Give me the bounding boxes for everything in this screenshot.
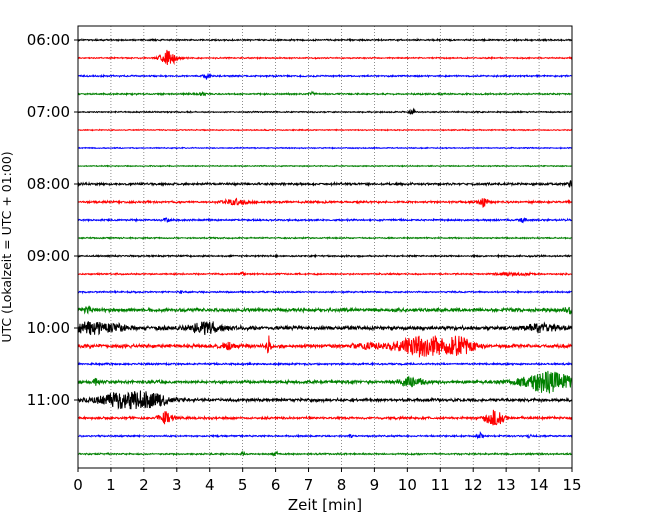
- trace-0615: [77, 49, 573, 66]
- trace-1000: [77, 321, 573, 336]
- x-tick-label: 11: [431, 476, 450, 494]
- x-tick-label: 3: [172, 476, 182, 494]
- trace-0630: [77, 73, 573, 80]
- trace-1130: [77, 430, 573, 440]
- x-tick-label: 15: [562, 476, 581, 494]
- y-tick-label: 10:00: [27, 319, 70, 337]
- x-tick-label: 14: [530, 476, 549, 494]
- trace-0745: [77, 164, 573, 168]
- y-tick-label: 08:00: [27, 175, 70, 193]
- y-tick-label: 06:00: [27, 31, 70, 49]
- y-tick-label: 09:00: [27, 247, 70, 265]
- trace-0930: [77, 289, 573, 295]
- trace-0600: [77, 37, 573, 43]
- x-tick-label: 9: [370, 476, 380, 494]
- x-axis-ticks: 0 1 2 3 4 5 6 7 8 9 10 11 12 13 14 15: [73, 468, 582, 494]
- trace-0845: [77, 235, 573, 240]
- trace-1030: [77, 361, 573, 367]
- x-tick-label: 6: [271, 476, 281, 494]
- trace-1115: [77, 409, 573, 426]
- trace-1045: [77, 370, 573, 394]
- trace-0645: [77, 90, 573, 97]
- x-tick-label: 4: [205, 476, 215, 494]
- x-tick-label: 12: [464, 476, 483, 494]
- x-tick-label: 0: [73, 476, 83, 494]
- traces: [77, 37, 573, 457]
- x-tick-label: 7: [304, 476, 314, 494]
- y-tick-label: 07:00: [27, 103, 70, 121]
- trace-0900: [77, 253, 573, 259]
- x-axis-label: Zeit [min]: [288, 496, 362, 514]
- x-tick-label: 10: [398, 476, 417, 494]
- x-tick-label: 2: [139, 476, 149, 494]
- trace-0830: [77, 217, 573, 224]
- trace-0815: [77, 197, 573, 208]
- trace-0945: [77, 305, 573, 315]
- trace-1145: [77, 450, 573, 457]
- x-tick-label: 8: [337, 476, 347, 494]
- trace-0800: [77, 180, 573, 188]
- trace-1100: [77, 390, 573, 410]
- trace-1015: [77, 335, 573, 358]
- y-axis-ticks: 06:00 07:00 08:00 09:00 10:00 11:00: [27, 31, 78, 409]
- trace-0915: [77, 271, 573, 278]
- x-tick-label: 13: [497, 476, 516, 494]
- trace-0700: [77, 107, 573, 115]
- y-axis-label: UTC (Lokalzeit = UTC + 01:00): [0, 151, 14, 342]
- trace-0715: [77, 128, 573, 132]
- y-tick-label: 11:00: [27, 391, 70, 409]
- x-tick-label: 5: [238, 476, 248, 494]
- plot-area-frame: [77, 25, 573, 469]
- trace-0730: [77, 146, 573, 150]
- x-tick-label: 1: [106, 476, 116, 494]
